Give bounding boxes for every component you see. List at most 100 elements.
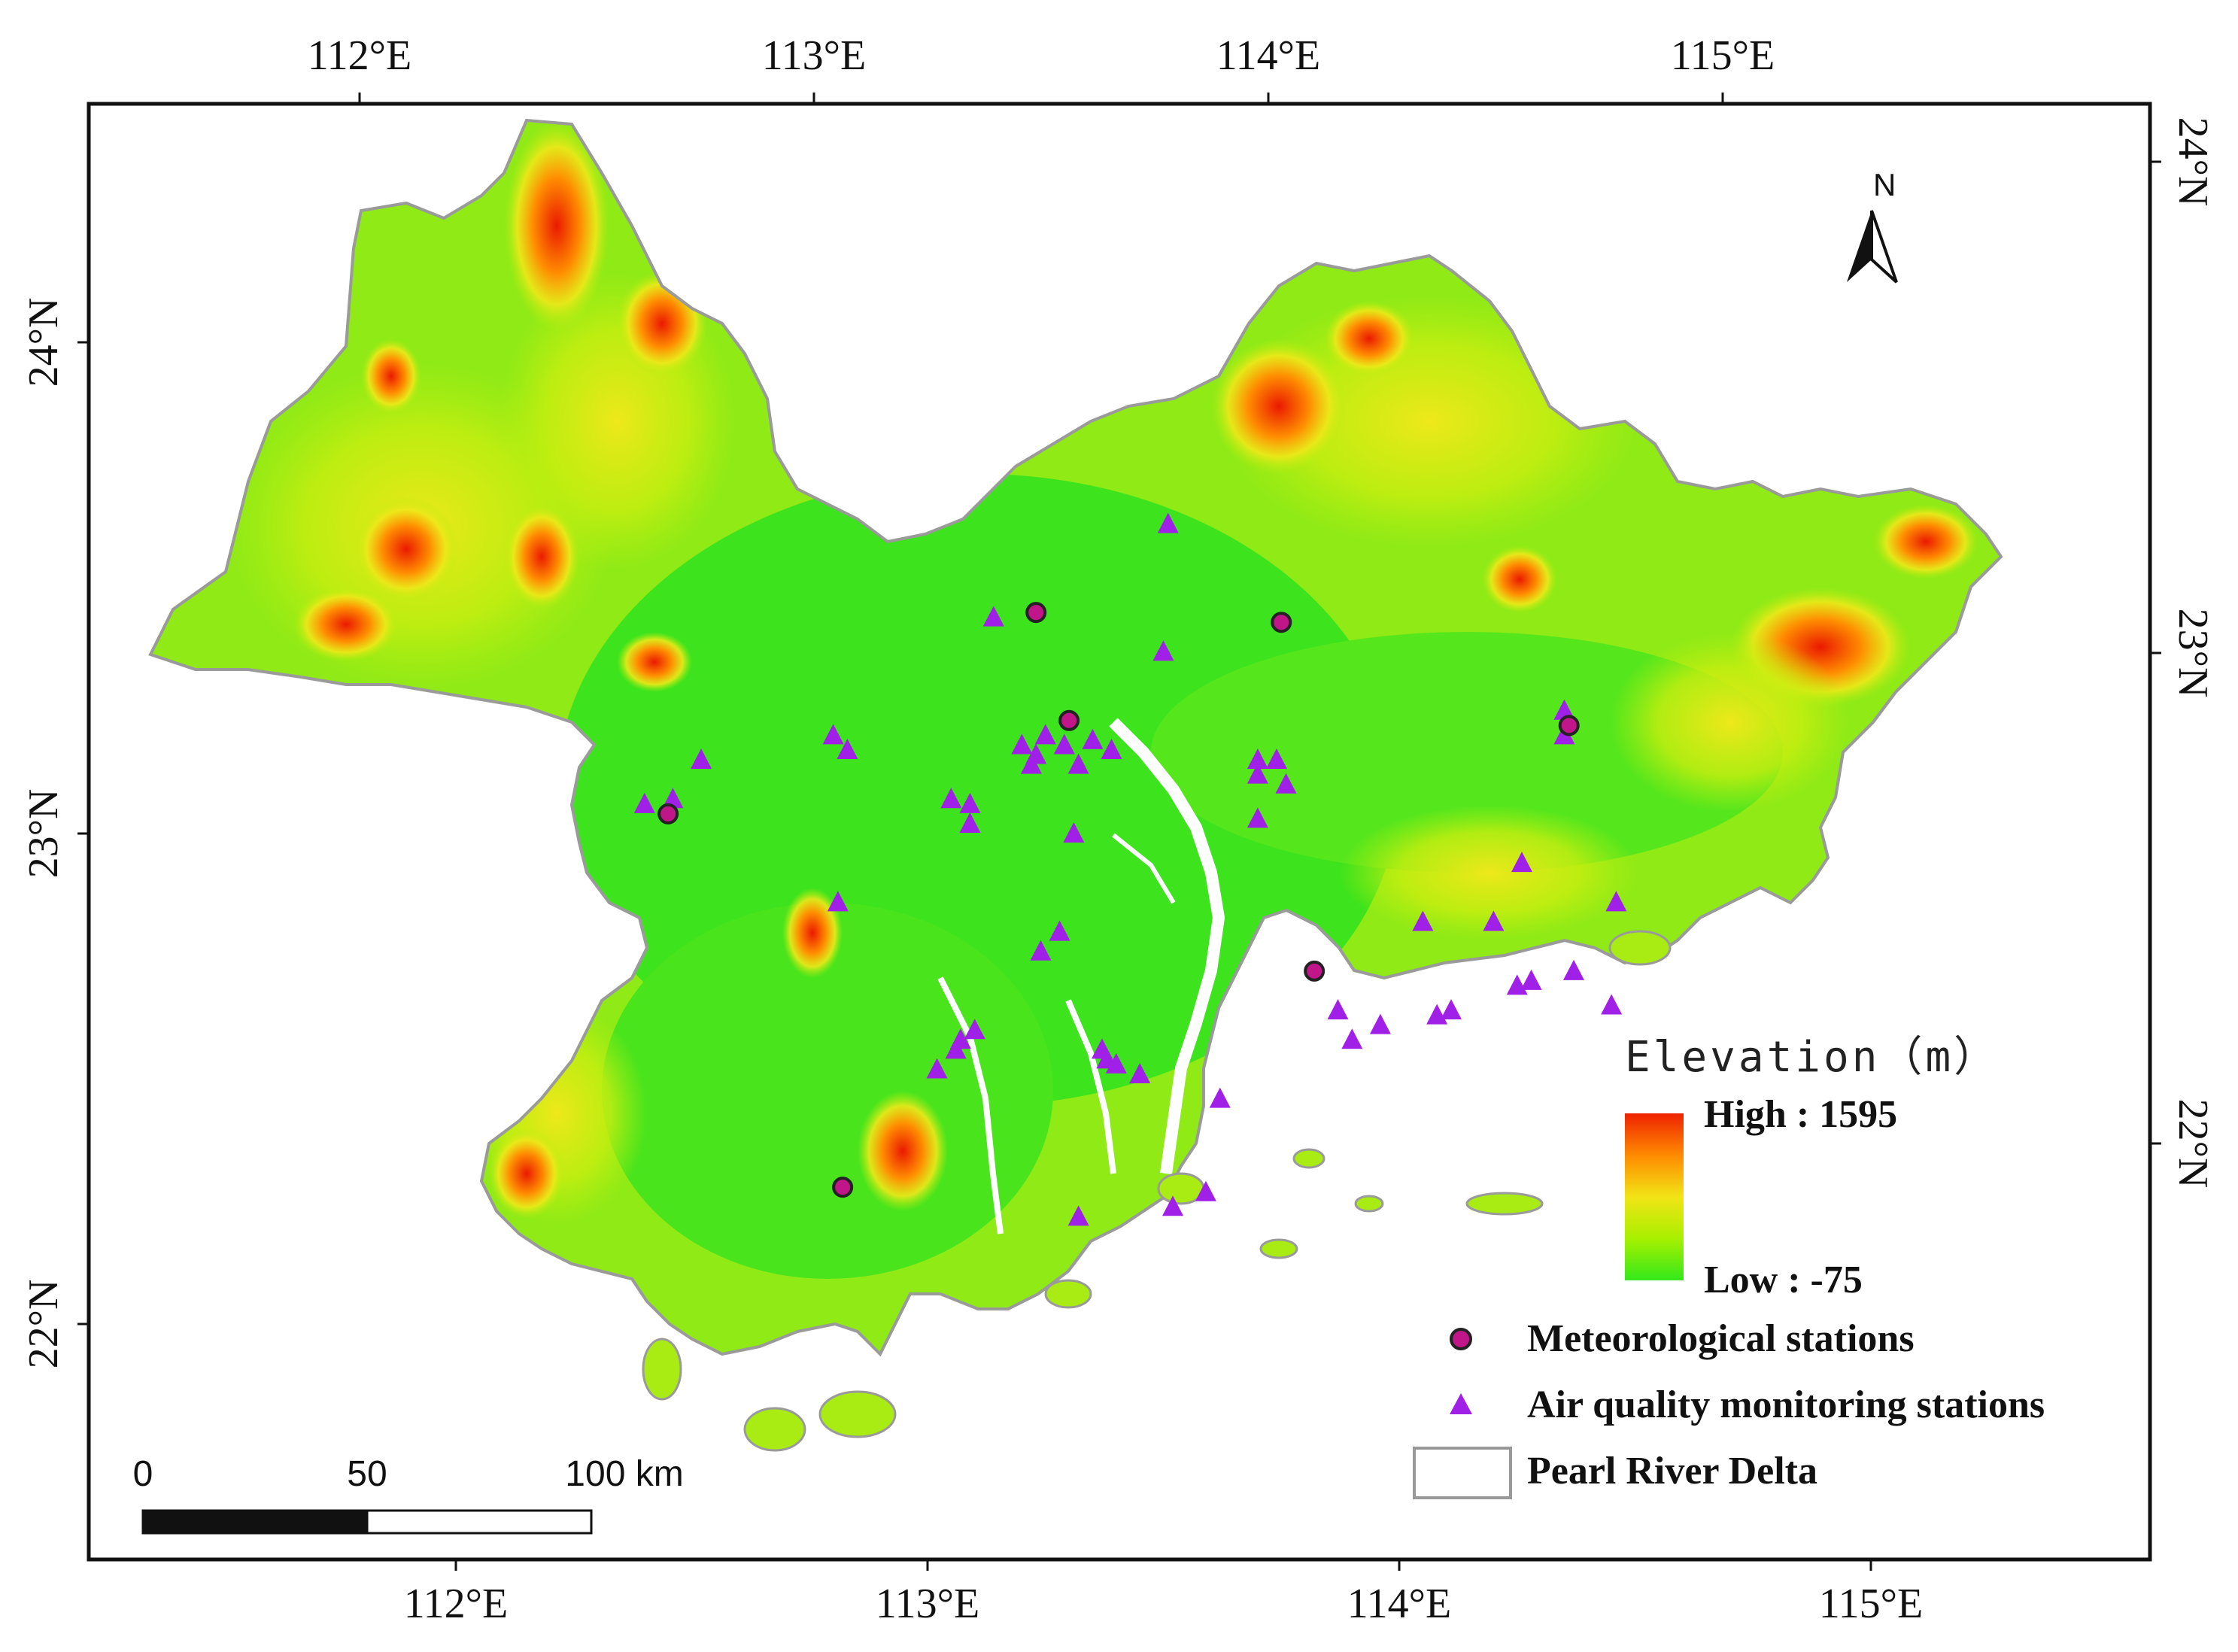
- relief-northeast-peak: [1211, 339, 1347, 474]
- tick-label-left: 23°N: [20, 788, 67, 879]
- hill-east-coast: [1610, 632, 1851, 812]
- air-quality-station-marker: [1341, 1028, 1363, 1049]
- scale-label-50: 50: [347, 1454, 387, 1494]
- lowland-south: [602, 903, 1053, 1279]
- tick-label-top: 113°E: [761, 32, 867, 79]
- air-quality-station-marker: [1275, 773, 1297, 794]
- island: [743, 1407, 806, 1452]
- tick-label-top: 114°E: [1216, 32, 1321, 79]
- meteorological-stations: [657, 602, 1580, 1198]
- tick-label-top: 112°E: [307, 32, 412, 79]
- tick-label-bottom: 115°E: [1818, 1581, 1924, 1627]
- island: [1465, 1192, 1544, 1216]
- tick-label-bottom: 114°E: [1347, 1581, 1452, 1627]
- river-channel-3: [1112, 833, 1176, 904]
- north-arrow-icon: [1847, 210, 1898, 284]
- scale-label-100: 100 km: [565, 1454, 684, 1494]
- relief-northeast-2: [1324, 301, 1414, 376]
- air-quality-station-marker: [1063, 822, 1085, 843]
- tick-label-bottom: 112°E: [403, 1581, 509, 1627]
- relief-west-4: [361, 339, 421, 414]
- legend-title: Elevation（m）: [1625, 1033, 2000, 1082]
- air-quality-station-marker: [1162, 1195, 1184, 1216]
- river-estuary: [1109, 718, 1225, 1175]
- tick-label-top: 115°E: [1670, 32, 1775, 79]
- legend-meteorological-label: Meteorological stations: [1527, 1317, 1915, 1360]
- relief-south-1: [858, 1091, 948, 1211]
- scale-bar: [141, 1509, 593, 1535]
- legend-high-label: High : 1595: [1704, 1093, 1898, 1136]
- meteorological-station-marker: [1271, 612, 1292, 633]
- air-quality-station-marker: [1067, 753, 1089, 774]
- tick-label-right: 23°N: [2170, 608, 2216, 698]
- tick-label-left: 24°N: [20, 297, 67, 387]
- scale-label-0: 0: [132, 1454, 153, 1494]
- air-quality-station-marker: [827, 891, 849, 912]
- air-quality-station-marker: [959, 792, 981, 813]
- air-quality-station-marker: [959, 812, 981, 833]
- air-quality-station-marker: [1562, 959, 1584, 980]
- legend-air-quality-symbol: [1450, 1393, 1472, 1414]
- legend-meteorological-symbol: [1450, 1328, 1472, 1350]
- air-quality-station-marker: [633, 792, 655, 813]
- air-quality-station-marker: [837, 738, 858, 759]
- tick-label-left: 22°N: [20, 1279, 67, 1369]
- legend-air-quality-label: Air quality monitoring stations: [1527, 1383, 2045, 1426]
- air-quality-station-marker: [1247, 807, 1268, 828]
- air-quality-station-marker: [1327, 999, 1349, 1020]
- meteorological-station-marker: [1058, 709, 1080, 731]
- air-quality-station-marker: [1209, 1087, 1231, 1108]
- air-quality-station-marker: [1247, 763, 1268, 784]
- air-quality-station-marker: [1605, 891, 1627, 912]
- meteorological-station-marker: [1558, 715, 1580, 736]
- air-quality-station-marker: [945, 1038, 967, 1059]
- relief-west-1: [354, 497, 459, 602]
- air-quality-station-marker: [940, 788, 962, 809]
- island: [1292, 1148, 1325, 1169]
- island: [1259, 1238, 1298, 1259]
- air-quality-station-marker: [691, 749, 712, 770]
- relief-northwest-peak: [504, 120, 609, 331]
- air-quality-station-marker: [1034, 724, 1056, 745]
- air-quality-station-marker: [1049, 920, 1070, 941]
- relief-northeast-3: [1482, 545, 1557, 613]
- air-quality-station-marker: [1553, 699, 1575, 720]
- pearl-river-delta-region: [148, 118, 2003, 1452]
- air-quality-station-marker: [1601, 994, 1623, 1015]
- air-quality-station-marker: [1067, 1205, 1089, 1226]
- air-quality-station-marker: [1369, 1013, 1391, 1034]
- north-arrow-label: N: [1873, 167, 1896, 202]
- air-quality-station-marker: [1412, 910, 1434, 931]
- axis-ticks: [77, 93, 2161, 1571]
- elevation-ramp: [1625, 1113, 1684, 1280]
- legend-low-label: Low : -75: [1704, 1259, 1863, 1301]
- air-quality-station-marker: [1265, 749, 1287, 770]
- air-quality-stations: [633, 512, 1627, 1226]
- tick-label-right: 24°N: [2170, 117, 2216, 207]
- tick-label-right: 22°N: [2170, 1098, 2216, 1189]
- air-quality-station-marker: [1011, 733, 1033, 755]
- air-quality-station-marker: [1105, 1052, 1127, 1073]
- relief-south-2: [782, 888, 843, 978]
- hill-southeast: [1339, 805, 1640, 940]
- island: [642, 1338, 682, 1401]
- relief-west-2: [293, 587, 399, 662]
- air-quality-station-marker: [1053, 733, 1075, 755]
- air-quality-station-marker: [1082, 728, 1104, 749]
- air-quality-station-marker: [1520, 969, 1542, 990]
- legend-pearl-river-delta-label: Pearl River Delta: [1527, 1450, 1817, 1493]
- river-channel-1: [937, 976, 1004, 1234]
- relief-southwest: [489, 1128, 564, 1219]
- island: [1354, 1195, 1384, 1213]
- air-quality-station-marker: [1195, 1180, 1216, 1201]
- air-quality-station-marker: [1247, 749, 1268, 770]
- air-quality-station-marker: [1511, 852, 1533, 873]
- air-quality-station-marker: [1483, 910, 1505, 931]
- air-quality-station-marker: [822, 724, 844, 745]
- meteorological-station-marker: [1025, 602, 1047, 624]
- meteorological-station-marker: [657, 803, 679, 824]
- air-quality-station-marker: [1020, 753, 1042, 774]
- island: [1044, 1279, 1092, 1309]
- air-quality-station-marker: [662, 788, 684, 809]
